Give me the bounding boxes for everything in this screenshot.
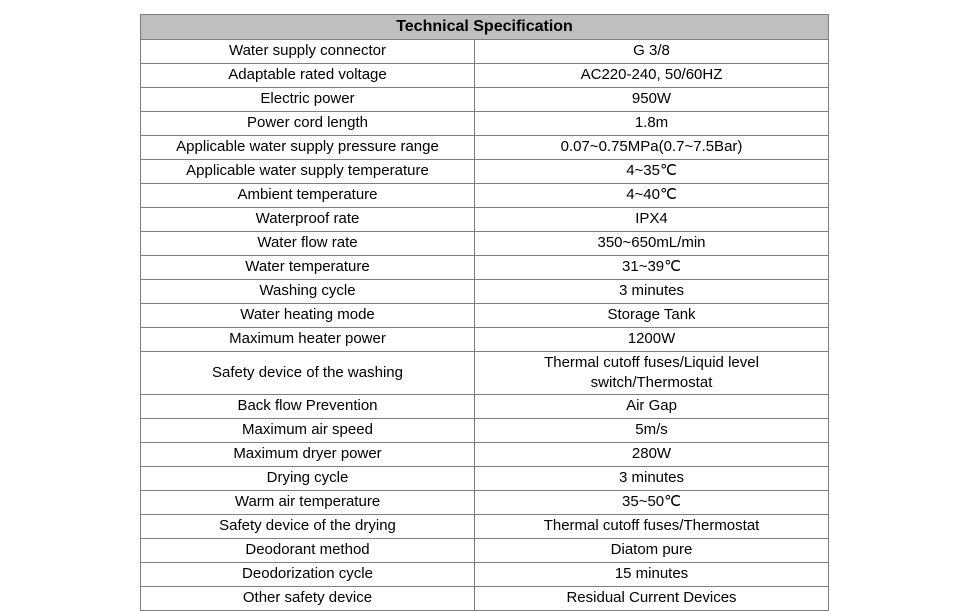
table-row: Water temperature 31~39℃ [140, 254, 830, 280]
table-row: Deodorant method Diatom pure [140, 538, 830, 564]
spec-label-cell: Warm air temperature [140, 490, 475, 516]
table-title: Technical Specification [139, 14, 830, 40]
spec-label-cell: Other safety device [140, 586, 475, 611]
spec-label-cell: Applicable water supply temperature [140, 158, 475, 184]
spec-label-cell: Water temperature [140, 254, 475, 280]
spec-label-cell: Safety device of the washing [140, 350, 475, 396]
table-row: Deodorization cycle 15 minutes [140, 562, 830, 588]
table-row: Ambient temperature 4~40℃ [140, 182, 830, 208]
spec-value-cell: 0.07~0.75MPa(0.7~7.5Bar) [473, 134, 830, 160]
spec-value-cell: 15 minutes [473, 562, 830, 588]
spec-label-cell: Drying cycle [140, 466, 475, 492]
spec-label-cell: Adaptable rated voltage [140, 62, 475, 88]
spec-value-cell: 4~35℃ [473, 158, 830, 184]
table-row: Applicable water supply temperature 4~35… [140, 158, 830, 184]
table-row: Other safety device Residual Current Dev… [140, 586, 830, 611]
table-row: Electric power 950W [140, 86, 830, 112]
spec-label-cell: Washing cycle [140, 278, 475, 304]
spec-label-cell: Ambient temperature [140, 182, 475, 208]
spec-label-cell: Applicable water supply pressure range [140, 134, 475, 160]
spec-value-cell: 5m/s [473, 418, 830, 444]
spec-table: Technical Specification Water supply con… [139, 14, 830, 611]
table-row: Maximum dryer power 280W [140, 442, 830, 468]
spec-value-cell: 950W [473, 86, 830, 112]
spec-label-cell: Electric power [140, 86, 475, 112]
table-row: Drying cycle 3 minutes [140, 466, 830, 492]
spec-value-cell: Air Gap [473, 394, 830, 420]
spec-value-cell: 35~50℃ [473, 490, 830, 516]
table-row: Applicable water supply pressure range 0… [140, 134, 830, 160]
table-row: Back flow Prevention Air Gap [140, 394, 830, 420]
spec-label-cell: Maximum air speed [140, 418, 475, 444]
table-row: Water heating mode Storage Tank [140, 302, 830, 328]
table-row: Adaptable rated voltage AC220-240, 50/60… [140, 62, 830, 88]
spec-value-cell: IPX4 [473, 206, 830, 232]
spec-label-cell: Water heating mode [140, 302, 475, 328]
table-row: Washing cycle 3 minutes [140, 278, 830, 304]
spec-value-cell: 1.8m [473, 110, 830, 136]
spec-value-cell: 350~650mL/min [473, 230, 830, 256]
table-row: Water flow rate 350~650mL/min [140, 230, 830, 256]
spec-label-cell: Water flow rate [140, 230, 475, 256]
spec-value-cell: AC220-240, 50/60HZ [473, 62, 830, 88]
spec-value-cell: 1200W [473, 326, 830, 352]
spec-label-cell: Back flow Prevention [140, 394, 475, 420]
table-row: Warm air temperature 35~50℃ [140, 490, 830, 516]
spec-value-cell: Diatom pure [473, 538, 830, 564]
spec-value-cell: G 3/8 [473, 38, 830, 64]
table-row: Power cord length 1.8m [140, 110, 830, 136]
spec-value-cell: Residual Current Devices [473, 586, 830, 611]
spec-label-cell: Safety device of the drying [140, 514, 475, 540]
spec-value-cell: 31~39℃ [473, 254, 830, 280]
table-header-row: Technical Specification [139, 14, 830, 40]
spec-label-cell: Deodorization cycle [140, 562, 475, 588]
spec-label-cell: Deodorant method [140, 538, 475, 564]
table-row: Water supply connector G 3/8 [140, 38, 830, 64]
spec-value-cell: Thermal cutoff fuses/Thermostat [473, 514, 830, 540]
spec-value-cell: 4~40℃ [473, 182, 830, 208]
table-row: Waterproof rate IPX4 [140, 206, 830, 232]
spec-value-cell: 3 minutes [473, 466, 830, 492]
spec-label-cell: Maximum heater power [140, 326, 475, 352]
table-row: Safety device of the drying Thermal cuto… [140, 514, 830, 540]
spec-label-cell: Power cord length [140, 110, 475, 136]
table-row: Safety device of the washing Thermal cut… [140, 350, 830, 396]
table-row: Maximum air speed 5m/s [140, 418, 830, 444]
spec-value-cell: Storage Tank [473, 302, 830, 328]
spec-value-cell: 280W [473, 442, 830, 468]
table-row: Maximum heater power 1200W [140, 326, 830, 352]
spec-label-cell: Waterproof rate [140, 206, 475, 232]
spec-label-cell: Water supply connector [140, 38, 475, 64]
spec-value-cell: Thermal cutoff fuses/Liquid level switch… [473, 350, 830, 396]
spec-value-cell: 3 minutes [473, 278, 830, 304]
spec-label-cell: Maximum dryer power [140, 442, 475, 468]
